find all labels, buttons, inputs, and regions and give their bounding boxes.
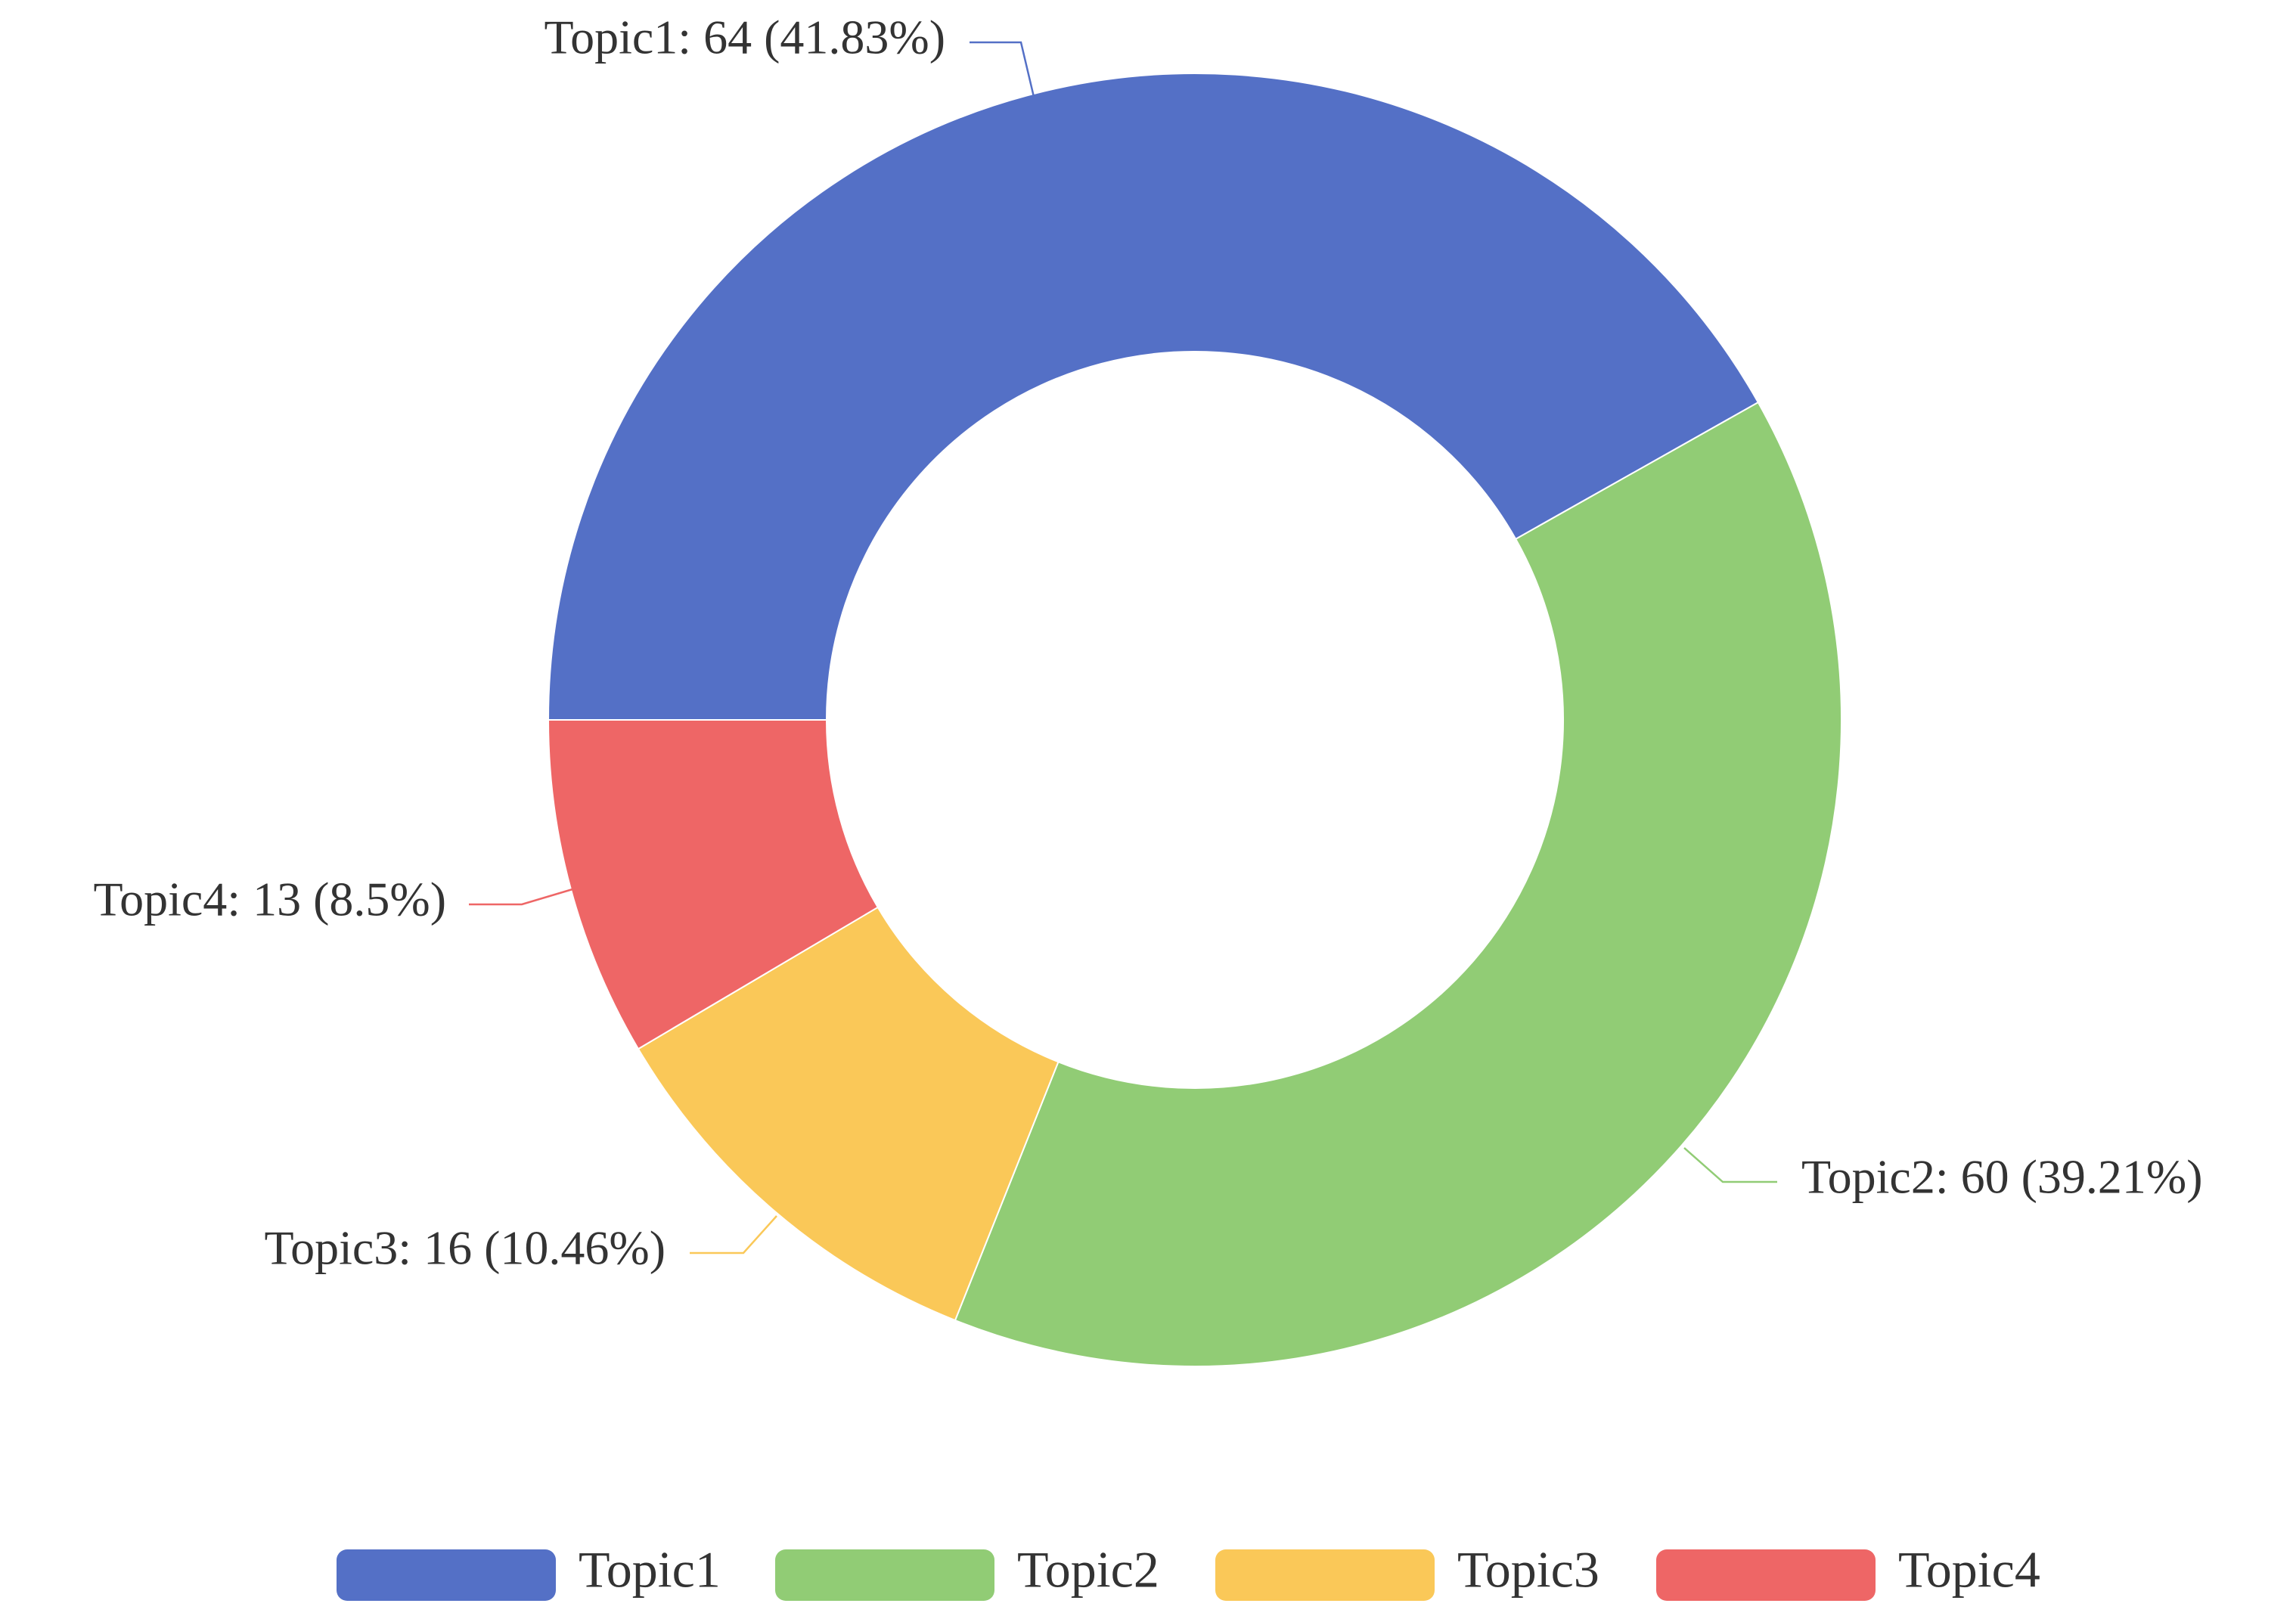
slice-topic1[interactable] [547, 73, 1760, 721]
legend-item-topic4[interactable]: Topic4 [1656, 1541, 2040, 1601]
slice-label-topic4: Topic4: 13 (8.5%) [93, 873, 446, 926]
slice-labels-layer: Topic1: 64 (41.83%) Topic2: 60 (39.21%) To… [93, 11, 2202, 1275]
slices-layer [547, 73, 1842, 1367]
legend-swatch-topic1 [337, 1549, 556, 1601]
legend-item-topic3[interactable]: Topic3 [1215, 1541, 1599, 1601]
slice-topic4[interactable] [547, 719, 880, 1050]
legend-swatch-topic2 [775, 1549, 994, 1601]
legend-item-topic1[interactable]: Topic1 [337, 1541, 721, 1601]
slice-topic2[interactable] [954, 401, 1842, 1367]
legend-swatch-topic3 [1215, 1549, 1435, 1601]
slice-label-topic1: Topic1: 64 (41.83%) [544, 11, 945, 64]
leader-line-topic3 [690, 1215, 777, 1254]
legend-label-topic3: Topic3 [1457, 1541, 1599, 1599]
legend-item-topic2[interactable]: Topic2 [775, 1541, 1159, 1601]
leader-line-topic2 [1683, 1147, 1777, 1183]
legend-swatch-topic4 [1656, 1549, 1876, 1601]
legend-label-topic2: Topic2 [1017, 1541, 1159, 1599]
leader-line-topic1 [970, 41, 1035, 98]
slice-topic3[interactable] [637, 906, 1060, 1322]
slice-label-topic3: Topic3: 16 (10.46%) [264, 1221, 666, 1275]
legend: Topic1 Topic2 Topic3 Topic4 [337, 1541, 2040, 1601]
legend-label-topic4: Topic4 [1898, 1541, 2040, 1599]
leader-line-topic4 [469, 888, 573, 906]
slice-label-topic2: Topic2: 60 (39.21%) [1801, 1150, 2203, 1204]
legend-label-topic1: Topic1 [579, 1541, 721, 1599]
